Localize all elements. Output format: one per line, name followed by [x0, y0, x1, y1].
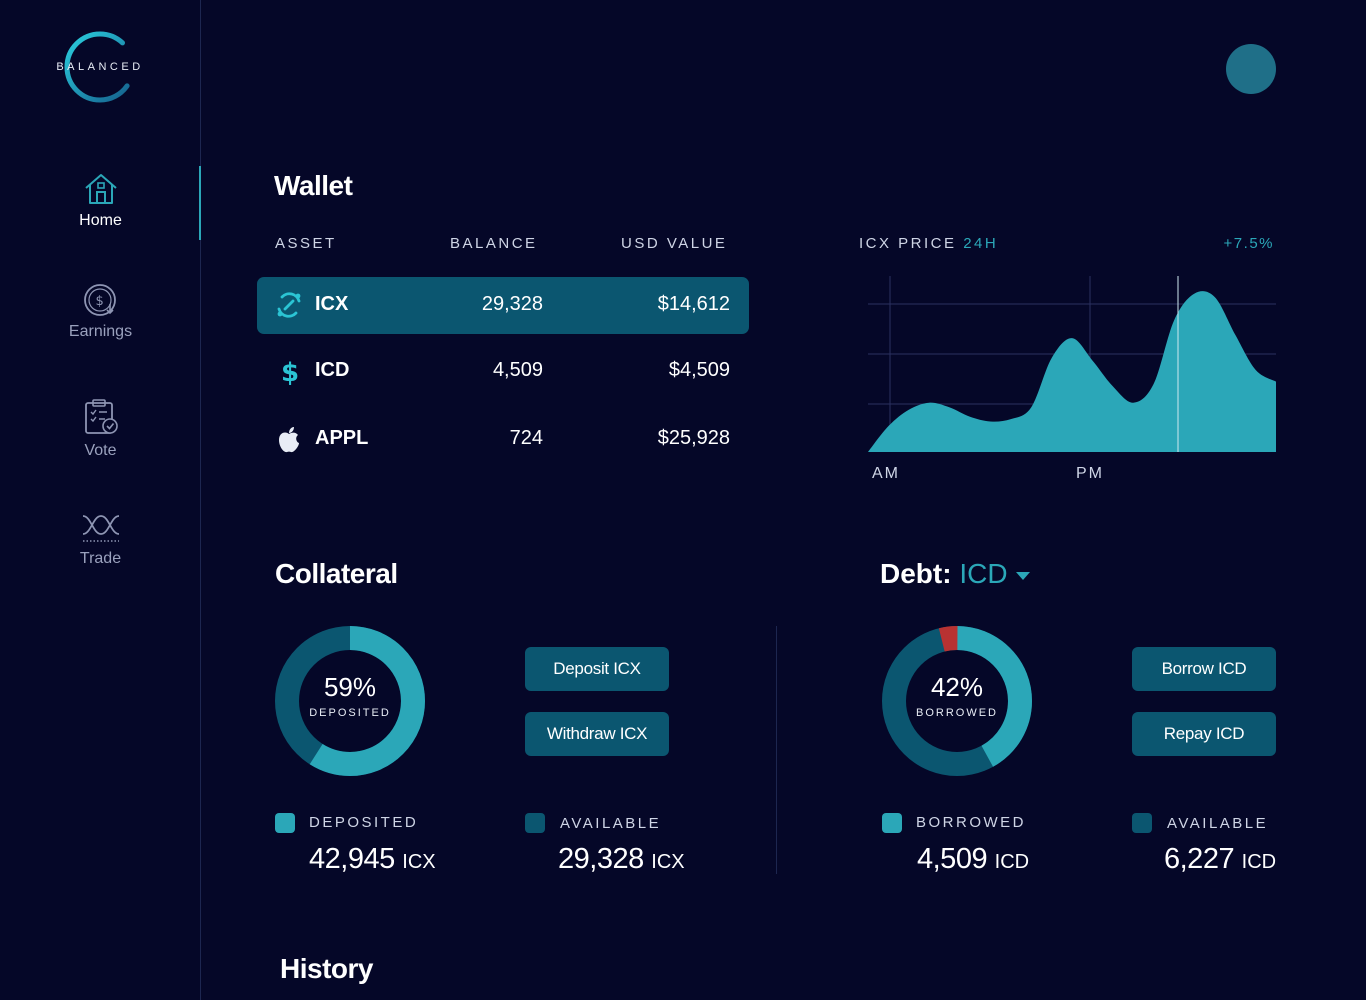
col-usd-value: USD VALUE [621, 235, 728, 252]
earnings-icon: $ [83, 284, 116, 316]
price-chart-period[interactable]: 24H [963, 235, 999, 252]
debt-title: Debt: ICD [880, 558, 1030, 590]
wallet-row-appl[interactable]: APPL 724 $25,928 [257, 411, 749, 468]
nav-item-vote[interactable]: Vote [0, 398, 201, 460]
history-title: History [280, 953, 373, 984]
collateral-donut-chart [275, 626, 425, 776]
legend-value-debt-available: 6,227 ICD [1164, 843, 1276, 876]
nav-item-earnings[interactable]: $ Earnings [0, 283, 201, 341]
borrow-icd-button[interactable]: Borrow ICD [1132, 647, 1276, 691]
price-change: +7.5% [1223, 235, 1274, 252]
available-unit: ICX [651, 851, 685, 873]
x-tick-pm: PM [1076, 465, 1104, 482]
svg-text:$: $ [281, 358, 299, 385]
nav-label-home: Home [79, 212, 122, 229]
borrowed-amount: 4,509 [917, 843, 988, 875]
asset-balance: 4,509 [492, 359, 543, 381]
collateral-center-label: DEPOSITED [309, 707, 391, 719]
nav-item-trade[interactable]: Trade [0, 510, 201, 568]
nav-label-earnings: Earnings [68, 323, 133, 340]
x-tick-am: AM [872, 465, 900, 482]
deposit-icx-button[interactable]: Deposit ICX [525, 647, 669, 691]
svg-text:$: $ [95, 294, 103, 309]
price-chart-label: ICX PRICE [859, 235, 957, 252]
home-icon [84, 174, 117, 204]
deposited-unit: ICX [402, 851, 436, 873]
debt-currency-value: ICD [959, 558, 1008, 589]
dollar-icon: $ [281, 358, 299, 385]
legend-swatch-available [525, 813, 545, 833]
legend-swatch-debt-available [1132, 813, 1152, 833]
asset-usd-value: $25,928 [657, 427, 730, 449]
collateral-donut-center: 59% DEPOSITED [275, 672, 425, 719]
debt-title-label: Debt: [880, 558, 952, 589]
asset-name: ICX [315, 293, 349, 315]
legend-value-borrowed: 4,509 ICD [917, 843, 1029, 876]
debt-center-label: BORROWED [916, 707, 998, 719]
apple-icon [279, 427, 299, 453]
asset-usd-value: $4,509 [668, 359, 730, 381]
wallet-row-icd[interactable]: $ ICD 4,509 $4,509 [257, 343, 749, 400]
icx-icon [277, 292, 301, 318]
wallet-title: Wallet [274, 170, 353, 201]
legend-label-available: AVAILABLE [560, 815, 662, 832]
col-balance: BALANCE [450, 235, 538, 252]
legend-swatch-deposited [275, 813, 295, 833]
logo-ring-icon [64, 31, 136, 103]
vote-icon [84, 399, 118, 434]
legend-label-debt-available: AVAILABLE [1167, 815, 1269, 832]
debt-percent: 42% [930, 672, 984, 702]
available-amount: 29,328 [558, 843, 644, 875]
legend-value-available: 29,328 ICX [558, 843, 685, 876]
brand-name: BALANCED [56, 61, 144, 73]
asset-name: ICD [315, 359, 350, 381]
caret-down-icon [1015, 571, 1030, 580]
section-divider [776, 626, 777, 874]
collateral-title: Collateral [275, 558, 398, 589]
legend-label-deposited: DEPOSITED [309, 814, 419, 831]
nav-item-home[interactable]: Home [0, 172, 201, 230]
legend-swatch-borrowed [882, 813, 902, 833]
asset-name: APPL [315, 427, 369, 449]
asset-balance: 29,328 [481, 293, 543, 315]
nav-active-indicator [199, 166, 201, 240]
price-chart-header: ICX PRICE 24H [859, 235, 998, 252]
col-asset: ASSET [275, 235, 337, 252]
wallet-row-icx[interactable]: ICX 29,328 $14,612 [257, 277, 749, 334]
legend-label-borrowed: BORROWED [916, 814, 1026, 831]
debt-available-unit: ICD [1241, 851, 1277, 873]
borrowed-unit: ICD [994, 851, 1030, 873]
debt-donut-center: 42% BORROWED [882, 672, 1032, 719]
collateral-percent: 59% [323, 672, 377, 702]
debt-donut-chart [882, 626, 1032, 776]
nav-label-vote: Vote [84, 442, 117, 459]
debt-currency-select[interactable]: ICD [959, 558, 1030, 589]
collateral-donut-fill [275, 626, 425, 776]
asset-balance: 724 [509, 427, 543, 449]
brand-logo[interactable]: BALANCED [47, 28, 153, 108]
debt-available-amount: 6,227 [1164, 843, 1235, 875]
trade-icon [82, 515, 119, 542]
user-avatar[interactable] [1226, 44, 1276, 94]
price-chart[interactable] [866, 276, 1276, 456]
nav-label-trade: Trade [79, 550, 122, 567]
legend-value-deposited: 42,945 ICX [309, 843, 436, 876]
chart-area-series [868, 291, 1276, 452]
deposited-amount: 42,945 [309, 843, 395, 875]
withdraw-icx-button[interactable]: Withdraw ICX [525, 712, 669, 756]
repay-icd-button[interactable]: Repay ICD [1132, 712, 1276, 756]
asset-usd-value: $14,612 [657, 293, 730, 315]
sidebar: BALANCED Home $ Earnings Vote [0, 0, 201, 1000]
